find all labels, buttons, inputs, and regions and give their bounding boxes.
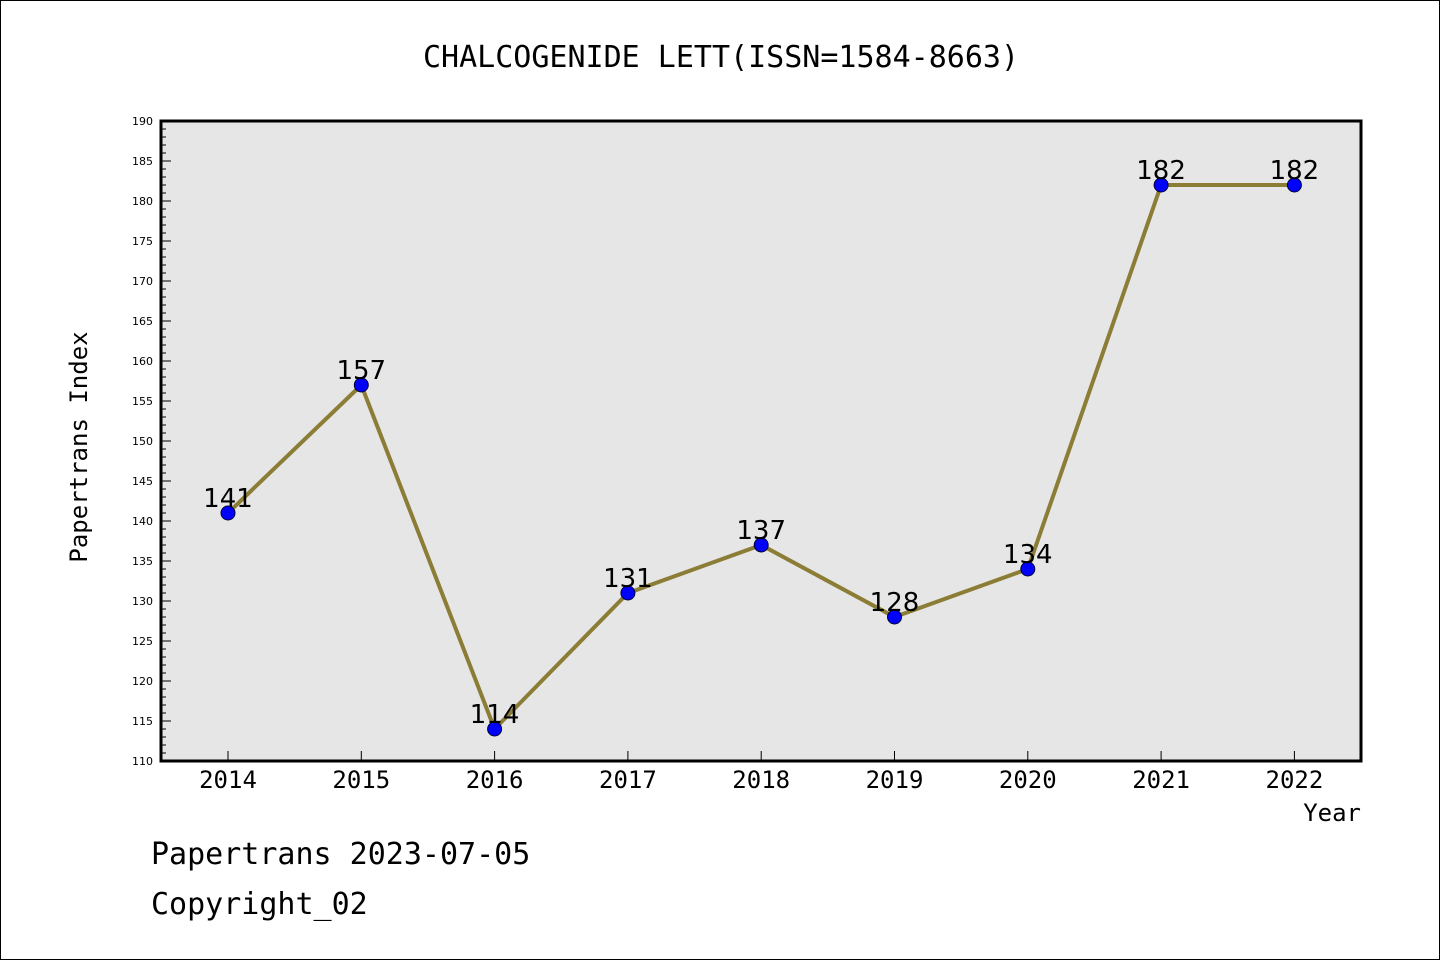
data-point	[753, 537, 769, 553]
y-tick-label: 115	[132, 715, 153, 728]
data-point	[220, 505, 236, 521]
y-tick-label: 140	[132, 515, 153, 528]
y-tick-label: 120	[132, 675, 153, 688]
data-label: 131	[603, 564, 653, 594]
data-label: 114	[470, 700, 520, 730]
y-tick-label: 135	[132, 555, 153, 568]
x-tick-label: 2019	[866, 766, 924, 794]
y-tick-label: 155	[132, 395, 153, 408]
y-tick-label: 150	[132, 435, 153, 448]
data-point	[1286, 177, 1302, 193]
data-label: 182	[1270, 156, 1320, 186]
y-tick-label: 160	[132, 355, 153, 368]
data-point	[487, 721, 503, 737]
y-tick-label: 185	[132, 155, 153, 168]
data-point	[620, 585, 636, 601]
y-tick-label: 145	[132, 475, 153, 488]
y-tick-label: 180	[132, 195, 153, 208]
x-tick-label: 2022	[1266, 766, 1324, 794]
footer-date-text: Papertrans 2023-07-05	[151, 837, 531, 872]
y-tick-label: 190	[132, 115, 153, 128]
footer-copyright-text: Copyright_02	[151, 887, 368, 922]
y-tick-label: 165	[132, 315, 153, 328]
data-point	[887, 609, 902, 625]
data-label: 134	[1003, 540, 1053, 570]
x-tick-label: 2014	[199, 766, 257, 794]
data-label: 182	[1136, 156, 1186, 186]
y-axis-ticks: 110 115 120 125 130 135 140 145 150 155 160 165 170 1…	[132, 115, 171, 768]
y-tick-label: 110	[132, 755, 153, 768]
x-tick-label: 2016	[466, 766, 524, 794]
data-label: 141	[203, 484, 253, 514]
data-point	[1020, 561, 1036, 577]
y-tick-label: 130	[132, 595, 153, 608]
plot-area	[159, 119, 1363, 763]
data-label: 137	[736, 516, 786, 546]
y-tick-label: 175	[132, 235, 153, 248]
data-point	[1153, 177, 1169, 193]
y-tick-label: 170	[132, 275, 153, 288]
data-label: 128	[870, 588, 920, 618]
chart-title: CHALCOGENIDE LETT(ISSN=1584-8663)	[423, 40, 1019, 75]
x-tick-label: 2018	[732, 766, 790, 794]
y-axis-label: Papertrans Index	[65, 331, 93, 562]
x-tick-label: 2017	[599, 766, 657, 794]
x-axis-ticks: 2014 2015 2016 2017 2018 2019 2020 2021 2022	[199, 751, 1323, 794]
x-tick-label: 2021	[1132, 766, 1190, 794]
x-tick-label: 2015	[332, 766, 390, 794]
data-label: 157	[336, 356, 386, 386]
x-tick-label: 2020	[999, 766, 1057, 794]
x-axis-label: Year	[1303, 799, 1361, 827]
series-layer: 141 157 114 131 137 128 134 182 182	[203, 156, 1320, 737]
y-tick-label: 125	[132, 635, 153, 648]
data-point	[353, 377, 369, 393]
